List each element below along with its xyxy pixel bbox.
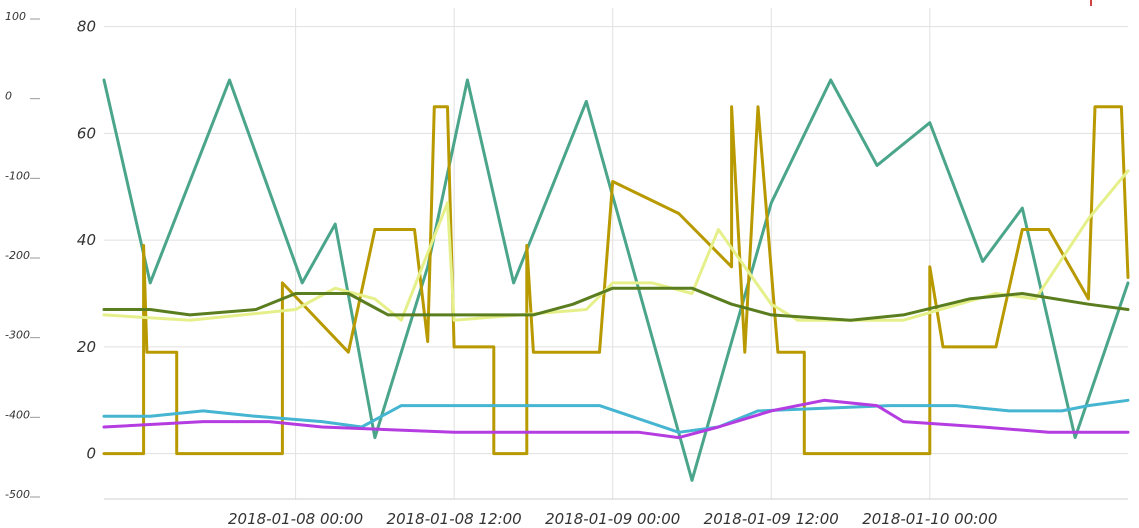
series-line-6 (102, 398, 1130, 440)
inner-y-tick-label: 80 (77, 18, 96, 36)
outer-y-tick-label: 100 (5, 10, 26, 23)
x-axis: 2018-01-08 00:00 2018-01-08 12:00 2018-01-… (228, 510, 997, 528)
inner-y-axis: 80 60 40 20 0 (77, 18, 96, 463)
series-lines (102, 78, 1130, 482)
series-line-4 (102, 286, 1130, 322)
outer-y-tick-label: 0 (5, 90, 12, 103)
series-line-5 (102, 398, 1130, 434)
outer-y-tick-label: -100 (5, 169, 30, 182)
x-tick-label: 2018-01-09 00:00 (545, 510, 680, 528)
x-tick-label: 2018-01-08 00:00 (228, 510, 363, 528)
x-tick-label: 2018-01-08 12:00 (387, 510, 522, 528)
x-tick-label: 2018-01-10 00:00 (862, 510, 997, 528)
inner-y-tick-label: 20 (77, 338, 96, 356)
outer-y-axis: 100 0 -100 -200 -300 -400 -500 (5, 10, 40, 501)
outer-y-tick-label: -400 (5, 408, 30, 421)
x-tick-label: 2018-01-09 12:00 (704, 510, 839, 528)
inner-y-tick-label: 0 (86, 445, 96, 463)
outer-y-tick-label: -500 (5, 488, 30, 501)
inner-y-tick-label: 40 (77, 231, 96, 249)
inner-y-tick-label: 60 (77, 124, 96, 142)
series-line-2 (102, 105, 1130, 456)
outer-y-tick-label: -300 (5, 329, 30, 342)
series-line-1 (102, 78, 1130, 482)
outer-y-tick-label: -200 (5, 249, 30, 262)
